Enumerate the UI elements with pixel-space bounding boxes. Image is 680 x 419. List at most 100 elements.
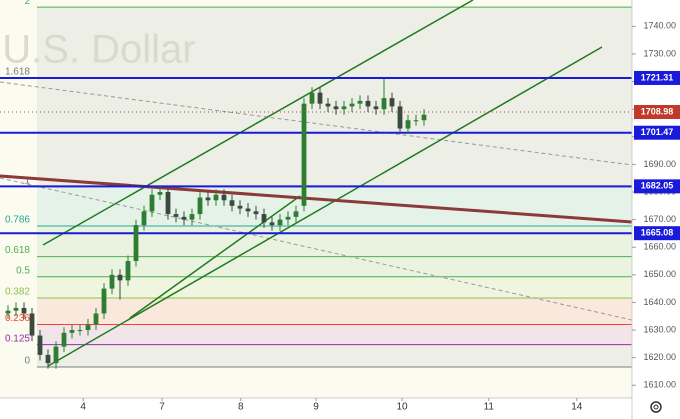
level-label: 1721.31	[641, 72, 674, 82]
x-tick-label: 9	[313, 402, 319, 413]
candle-body	[293, 211, 299, 217]
candle-body	[325, 103, 331, 107]
fib-label: 0.5	[16, 265, 30, 276]
candle-body	[405, 120, 411, 129]
candle-body	[277, 219, 283, 226]
y-tick-label: 1630.00	[643, 324, 676, 334]
time-axis	[0, 398, 632, 419]
watermark: / U.S. Dollar	[0, 28, 196, 72]
y-tick-label: 1660.00	[643, 242, 676, 252]
fib-label: 2	[24, 0, 30, 7]
candle-body	[213, 194, 219, 201]
candle-body	[69, 330, 75, 333]
candle-body	[45, 354, 51, 364]
candle-body	[117, 274, 123, 281]
y-tick-label: 1690.00	[643, 159, 676, 169]
candle-body	[13, 307, 19, 311]
fib-band	[37, 298, 632, 325]
settings-gear-hub[interactable]	[653, 404, 659, 410]
candle-body	[29, 313, 35, 336]
fib-band	[37, 344, 632, 368]
fib-label: 0.382	[5, 287, 30, 298]
candle-body	[397, 106, 403, 129]
settings-icon[interactable]	[650, 401, 662, 413]
x-tick-label: 4	[80, 402, 86, 413]
candle-body	[245, 208, 251, 212]
settings-gear[interactable]	[650, 401, 662, 413]
y-tick-label: 1610.00	[643, 380, 676, 390]
candle-body	[285, 216, 291, 220]
candle-body	[421, 114, 427, 121]
fib-label: 0.618	[5, 245, 30, 256]
level-label: 1682.05	[641, 181, 674, 191]
level-box	[634, 125, 680, 140]
last-price-box	[634, 104, 680, 119]
candle-body	[37, 335, 43, 355]
x-tick-label: 10	[396, 402, 408, 413]
y-tick-label: 1740.00	[643, 21, 676, 31]
y-tick-label: 1730.00	[643, 48, 676, 58]
level-box	[634, 179, 680, 194]
candle-body	[221, 194, 227, 201]
fib-label: 0.786	[5, 215, 30, 226]
level-label: 1665.08	[641, 228, 674, 238]
candle-body	[365, 100, 371, 107]
level-box	[634, 226, 680, 241]
candle-body	[85, 324, 91, 331]
x-tick-label: 11	[484, 402, 495, 413]
candle-body	[101, 288, 107, 314]
fib-band	[37, 256, 632, 277]
candle-body	[333, 106, 339, 110]
candle-body	[149, 194, 155, 212]
last-price-label: 1708.98	[641, 106, 674, 116]
candle-body	[373, 106, 379, 110]
channel-line	[42, 0, 474, 246]
x-tick-label: 7	[159, 402, 165, 413]
candle-body	[301, 103, 307, 206]
trend-line	[0, 174, 633, 224]
candle-body	[261, 214, 267, 223]
candle-body	[197, 197, 203, 215]
y-tick-label: 1620.00	[643, 352, 676, 362]
candle-body	[93, 313, 99, 325]
y-tick-label: 1650.00	[643, 269, 676, 279]
x-tick-label: 14	[571, 402, 583, 413]
candle-body	[413, 120, 419, 122]
fib-label: 1	[24, 175, 30, 186]
candle-body	[141, 211, 147, 226]
y-tick-label: 1640.00	[643, 297, 676, 307]
level-label: 1701.47	[641, 127, 674, 137]
fib-band	[37, 225, 632, 257]
candle-body	[229, 200, 235, 206]
candle-body	[165, 192, 171, 215]
candle-body	[309, 92, 315, 104]
candle-body	[109, 274, 115, 289]
x-tick-label: 8	[238, 402, 244, 413]
candle-body	[5, 310, 11, 314]
candle-body	[189, 214, 195, 220]
dashed-trend	[0, 177, 633, 321]
candle-body	[269, 222, 275, 226]
fib-label: 0.125	[5, 333, 30, 344]
candle-body	[389, 98, 395, 107]
fib-band	[37, 324, 632, 345]
candle-body	[357, 100, 363, 104]
candle-body	[133, 225, 139, 262]
candle-body	[173, 214, 179, 217]
candle-body	[157, 192, 163, 195]
candle-body	[125, 261, 131, 281]
dashed-trend	[0, 81, 633, 166]
candle-body	[341, 106, 347, 110]
level-box	[634, 70, 680, 85]
candle-body	[253, 211, 259, 215]
fib-band	[37, 276, 632, 299]
channel-line	[47, 46, 603, 367]
fib-band	[37, 186, 632, 226]
candle-body	[349, 103, 355, 107]
fib-label: 1.618	[5, 67, 30, 78]
candle-body	[205, 197, 211, 201]
candle-body	[181, 216, 187, 220]
candle-body	[381, 98, 387, 110]
fib-label: 0	[24, 356, 30, 367]
price-axis	[632, 0, 680, 419]
